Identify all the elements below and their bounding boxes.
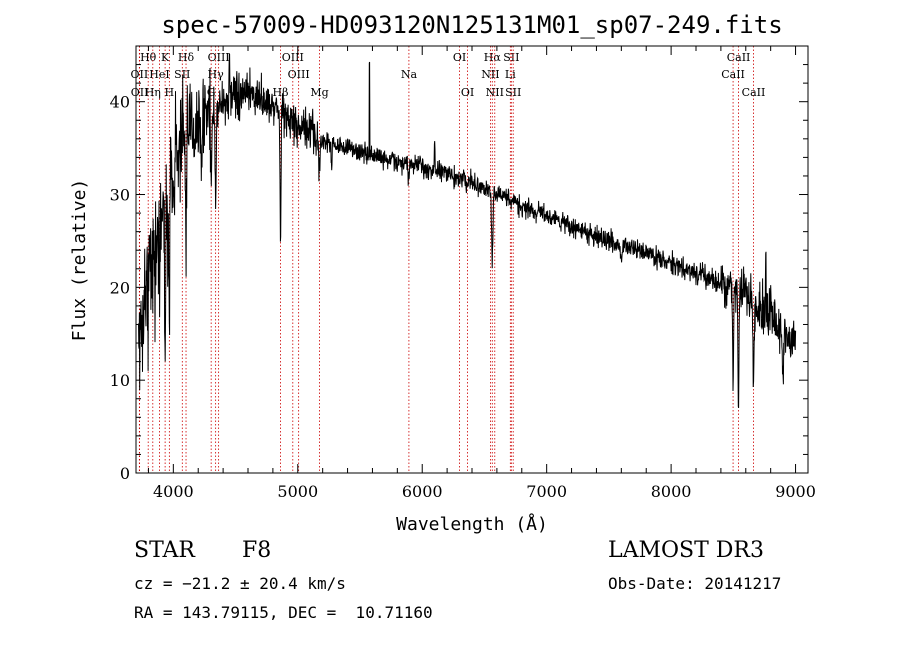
plot-frame [135,45,809,474]
line-label: OI [453,51,466,64]
x-tick-label: 7000 [526,482,567,501]
line-label: Li [505,68,516,81]
line-label: OIII [208,51,230,64]
x-tick-label: 6000 [402,482,443,501]
velocity-readout: cz = −21.2 ± 20.4 km/s [134,574,346,593]
chart-title: spec-57009-HD093120N125131M01_sp07-249.f… [161,11,782,39]
line-label: OII [131,86,149,99]
line-label: Na [401,68,418,81]
line-label: SII [505,86,521,99]
line-label: NII [481,68,499,81]
line-label: Hδ [178,51,195,64]
object-class: STAR [134,538,195,563]
line-label: Hα [484,51,502,64]
axes: 4000 5000 6000 7000 8000 9000 0 10 20 30 40 [110,46,816,501]
line-label: Mg [310,86,328,99]
line-label: H [165,86,175,99]
line-label: K [161,51,170,64]
x-tick-label: 4000 [153,482,194,501]
line-label: CaII [727,51,751,64]
obs-date: Obs-Date: 20141217 [608,574,782,593]
line-label: SII [503,51,519,64]
spectral-subclass: F8 [242,538,272,563]
line-label: Hθ [140,51,157,64]
line-label: CaII [721,68,745,81]
y-tick-label: 30 [110,186,130,205]
y-tick-label: 20 [110,278,130,297]
line-label: CaII [742,86,766,99]
y-tick-label: 0 [120,464,130,483]
y-tick-label: 40 [110,93,130,112]
line-label: NII [486,86,504,99]
line-label: Hβ [273,86,289,99]
line-label: G [207,86,216,99]
line-label: Hγ [208,68,225,81]
line-label: HeI [149,68,169,81]
line-label: OI [461,86,474,99]
line-label: OIII [282,51,304,64]
y-tick-label: 10 [110,371,130,390]
spectrum-line [138,53,797,408]
survey-name: LAMOST DR3 [608,538,764,563]
x-tick-label: 5000 [277,482,318,501]
spectrum-layer [138,53,797,408]
coordinates: RA = 143.79115, DEC = 10.71160 [134,603,433,622]
x-tick-label: 8000 [651,482,692,501]
line-label: Hη [145,86,161,99]
y-axis-label: Flux (relative) [69,179,90,342]
x-axis-label: Wavelength (Å) [396,513,548,535]
x-tick-label: 9000 [775,482,816,501]
line-label: SII [174,68,190,81]
line-label: OIII [288,68,310,81]
